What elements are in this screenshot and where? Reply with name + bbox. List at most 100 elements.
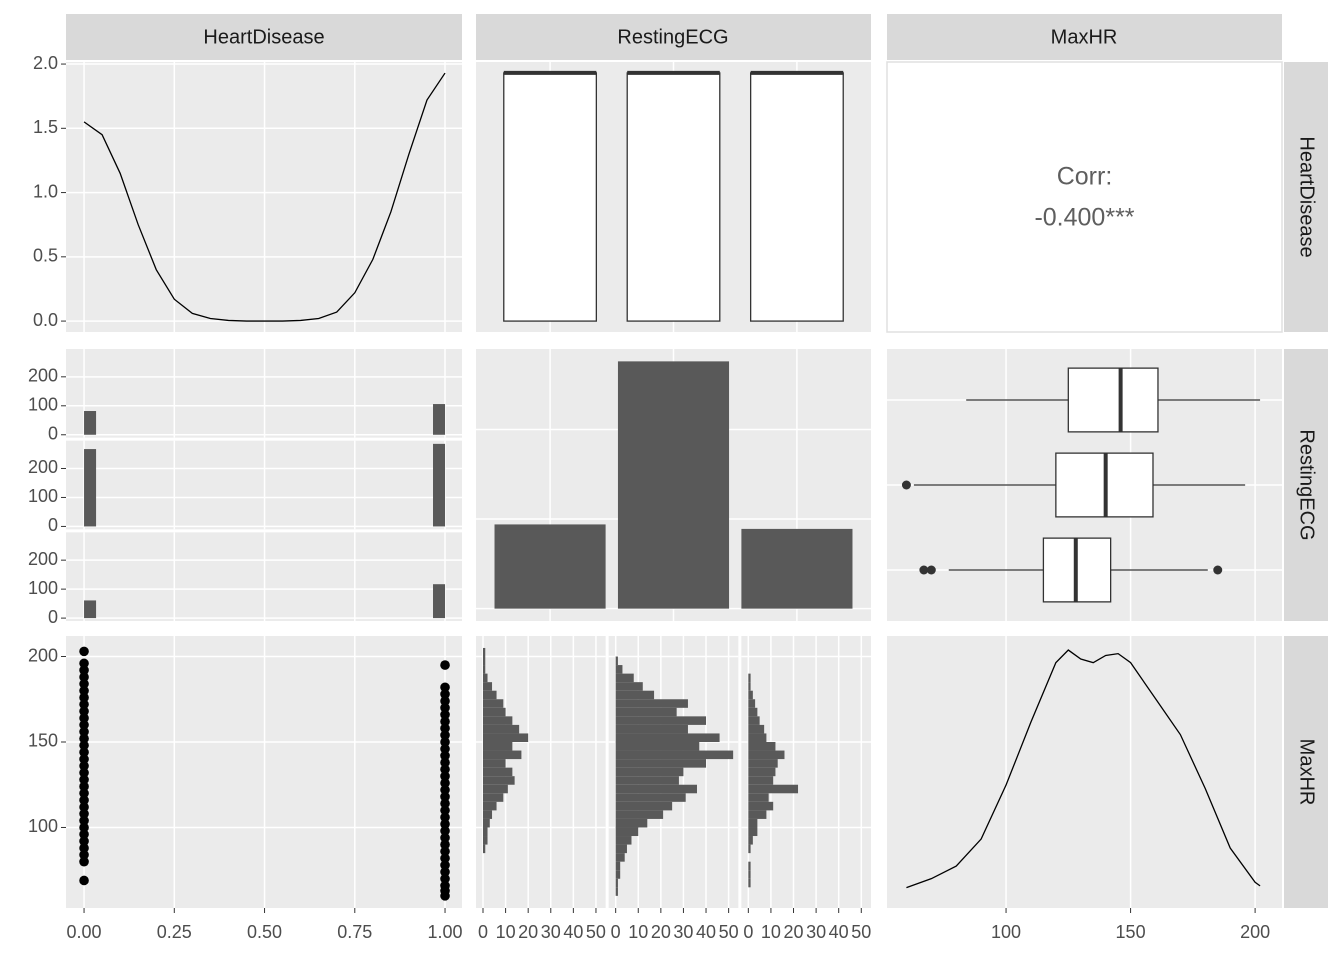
strip xyxy=(476,14,871,60)
point xyxy=(79,829,89,840)
histogram-bar xyxy=(483,741,513,751)
x-tick-label: 50 xyxy=(586,922,606,942)
histogram-bar xyxy=(483,801,497,811)
strip xyxy=(1284,62,1328,332)
histogram-bar xyxy=(748,724,765,734)
histogram-bar xyxy=(615,810,664,819)
y-tick-label: 200 xyxy=(28,645,58,665)
histogram-bar xyxy=(615,870,621,879)
histogram-bar xyxy=(748,870,751,879)
point xyxy=(79,720,89,730)
histogram-bar xyxy=(748,690,753,700)
y-tick-label: 100 xyxy=(28,395,58,415)
x-tick-label: 10 xyxy=(761,922,781,942)
outlier xyxy=(919,565,929,575)
point xyxy=(79,726,89,737)
histogram-bar xyxy=(615,784,697,794)
y-tick-label: 200 xyxy=(28,549,58,569)
point xyxy=(79,699,89,710)
histogram-bar xyxy=(483,767,513,777)
histogram-bar xyxy=(748,844,751,854)
histogram-bar xyxy=(483,759,506,768)
x-tick-label: 10 xyxy=(496,922,516,942)
histogram-bar xyxy=(748,784,799,794)
point xyxy=(440,880,450,891)
x-tick-label: 0.50 xyxy=(247,922,282,942)
histogram-bar xyxy=(748,818,758,828)
panel-background xyxy=(887,636,1282,908)
point xyxy=(440,873,450,884)
y-tick-label: 2.0 xyxy=(33,53,58,73)
histogram-bar xyxy=(483,647,486,657)
density-line xyxy=(83,72,446,322)
y-tick-label: 200 xyxy=(28,366,58,386)
point xyxy=(440,660,450,670)
histogram-bar xyxy=(483,844,486,854)
histogram-bar xyxy=(433,404,446,435)
x-tick-label: 200 xyxy=(1240,922,1270,942)
point xyxy=(440,689,450,699)
x-tick-label: 50 xyxy=(719,922,739,942)
histogram-bar xyxy=(615,836,632,845)
x-tick-label: 50 xyxy=(851,922,871,942)
y-tick-label: 100 xyxy=(28,578,58,598)
histogram-bar xyxy=(615,878,618,888)
point xyxy=(79,788,89,799)
histogram-bar xyxy=(615,682,643,691)
y-tick-label: 1.5 xyxy=(33,117,58,137)
y-tick-label: 100 xyxy=(28,486,58,506)
point xyxy=(440,812,450,823)
point xyxy=(79,740,89,751)
point xyxy=(79,774,89,785)
point xyxy=(79,747,89,758)
point xyxy=(440,819,450,829)
point xyxy=(440,805,450,816)
x-tick-label: 0.75 xyxy=(337,922,372,942)
histogram-bar xyxy=(483,836,488,845)
x-tick-label: 0.25 xyxy=(157,922,192,942)
outlier xyxy=(901,480,911,490)
point xyxy=(79,692,89,703)
histogram-bar xyxy=(748,793,769,802)
panel-background xyxy=(886,61,1283,333)
point xyxy=(440,757,450,768)
point xyxy=(440,730,450,740)
histogram-bar xyxy=(483,665,486,674)
point xyxy=(440,826,450,836)
histogram-bar xyxy=(483,793,504,802)
histogram-bar xyxy=(748,707,758,717)
point xyxy=(79,646,89,657)
point xyxy=(440,771,450,781)
point xyxy=(79,802,89,812)
histogram-bar xyxy=(615,690,655,700)
bar xyxy=(494,524,606,609)
point xyxy=(79,836,89,846)
histogram-bar xyxy=(615,844,627,854)
point xyxy=(440,750,450,761)
histogram-bar xyxy=(615,827,639,837)
histogram-bar xyxy=(483,750,522,760)
histogram-bar xyxy=(483,827,488,837)
histogram-bar xyxy=(748,878,751,888)
histogram-bar xyxy=(748,836,753,845)
point xyxy=(440,785,450,795)
point xyxy=(440,682,450,693)
point xyxy=(79,672,89,682)
corr-value: -0.400*** xyxy=(1034,204,1134,232)
histogram-bar xyxy=(748,716,760,725)
y-tick-label: 200 xyxy=(28,457,58,477)
histogram-bar xyxy=(615,801,673,811)
histogram-bar xyxy=(483,784,508,794)
histogram-bar xyxy=(483,682,493,691)
point xyxy=(440,832,450,843)
x-tick-label: 20 xyxy=(784,922,804,942)
y-tick-label: 0 xyxy=(48,424,58,444)
y-tick-label: 100 xyxy=(28,816,58,836)
y-tick-label: 0 xyxy=(48,607,58,627)
histogram-bar xyxy=(615,665,623,674)
point xyxy=(79,754,89,764)
strip xyxy=(887,14,1282,60)
strip-label: MaxHR xyxy=(1051,26,1118,48)
histogram-bar xyxy=(615,853,625,862)
x-tick-label: 40 xyxy=(563,922,583,942)
